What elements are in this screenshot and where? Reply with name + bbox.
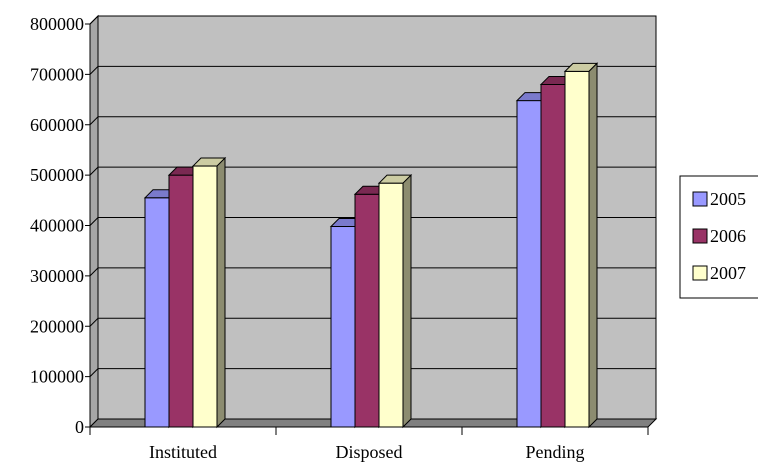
bar bbox=[377, 173, 413, 429]
bars bbox=[143, 62, 599, 429]
gridline bbox=[89, 267, 656, 277]
bar bbox=[563, 62, 599, 429]
y-axis: 0 100000 200000 300000 400000 500000 600000 700… bbox=[30, 14, 91, 437]
gridline bbox=[89, 166, 656, 176]
x-tick-label: Instituted bbox=[149, 442, 217, 462]
y-tick-label: 400000 bbox=[30, 216, 84, 236]
gridline bbox=[89, 317, 656, 327]
gridline bbox=[89, 116, 656, 126]
legend-item: 2005 bbox=[692, 189, 746, 209]
y-tick-label: 600000 bbox=[30, 115, 84, 135]
legend-swatch bbox=[692, 228, 708, 244]
gridline bbox=[89, 15, 656, 25]
legend-item: 2006 bbox=[692, 226, 746, 246]
legend-swatch bbox=[692, 191, 708, 207]
x-axis: Instituted Disposed Pending bbox=[89, 426, 649, 462]
legend-label: 2007 bbox=[710, 263, 746, 283]
bar bbox=[191, 156, 227, 429]
gridlines bbox=[89, 15, 656, 377]
y-tick-label: 100000 bbox=[30, 367, 84, 387]
y-tick-label: 500000 bbox=[30, 165, 84, 185]
legend-label: 2005 bbox=[710, 189, 746, 209]
gridline bbox=[89, 368, 656, 377]
y-tick-label: 300000 bbox=[30, 266, 84, 286]
y-tick-label: 700000 bbox=[30, 64, 84, 84]
y-tick-label: 800000 bbox=[30, 14, 84, 34]
legend-swatch bbox=[692, 265, 708, 281]
gridline bbox=[89, 217, 656, 226]
legend-label: 2006 bbox=[710, 226, 746, 246]
y-tick-label: 200000 bbox=[30, 316, 84, 336]
x-tick-label: Pending bbox=[525, 442, 584, 462]
legend: 2005 2006 2007 bbox=[679, 175, 758, 299]
x-tick-label: Disposed bbox=[336, 442, 403, 462]
y-tick-label: 0 bbox=[75, 417, 84, 437]
legend-item: 2007 bbox=[692, 263, 746, 283]
gridline bbox=[89, 65, 656, 75]
